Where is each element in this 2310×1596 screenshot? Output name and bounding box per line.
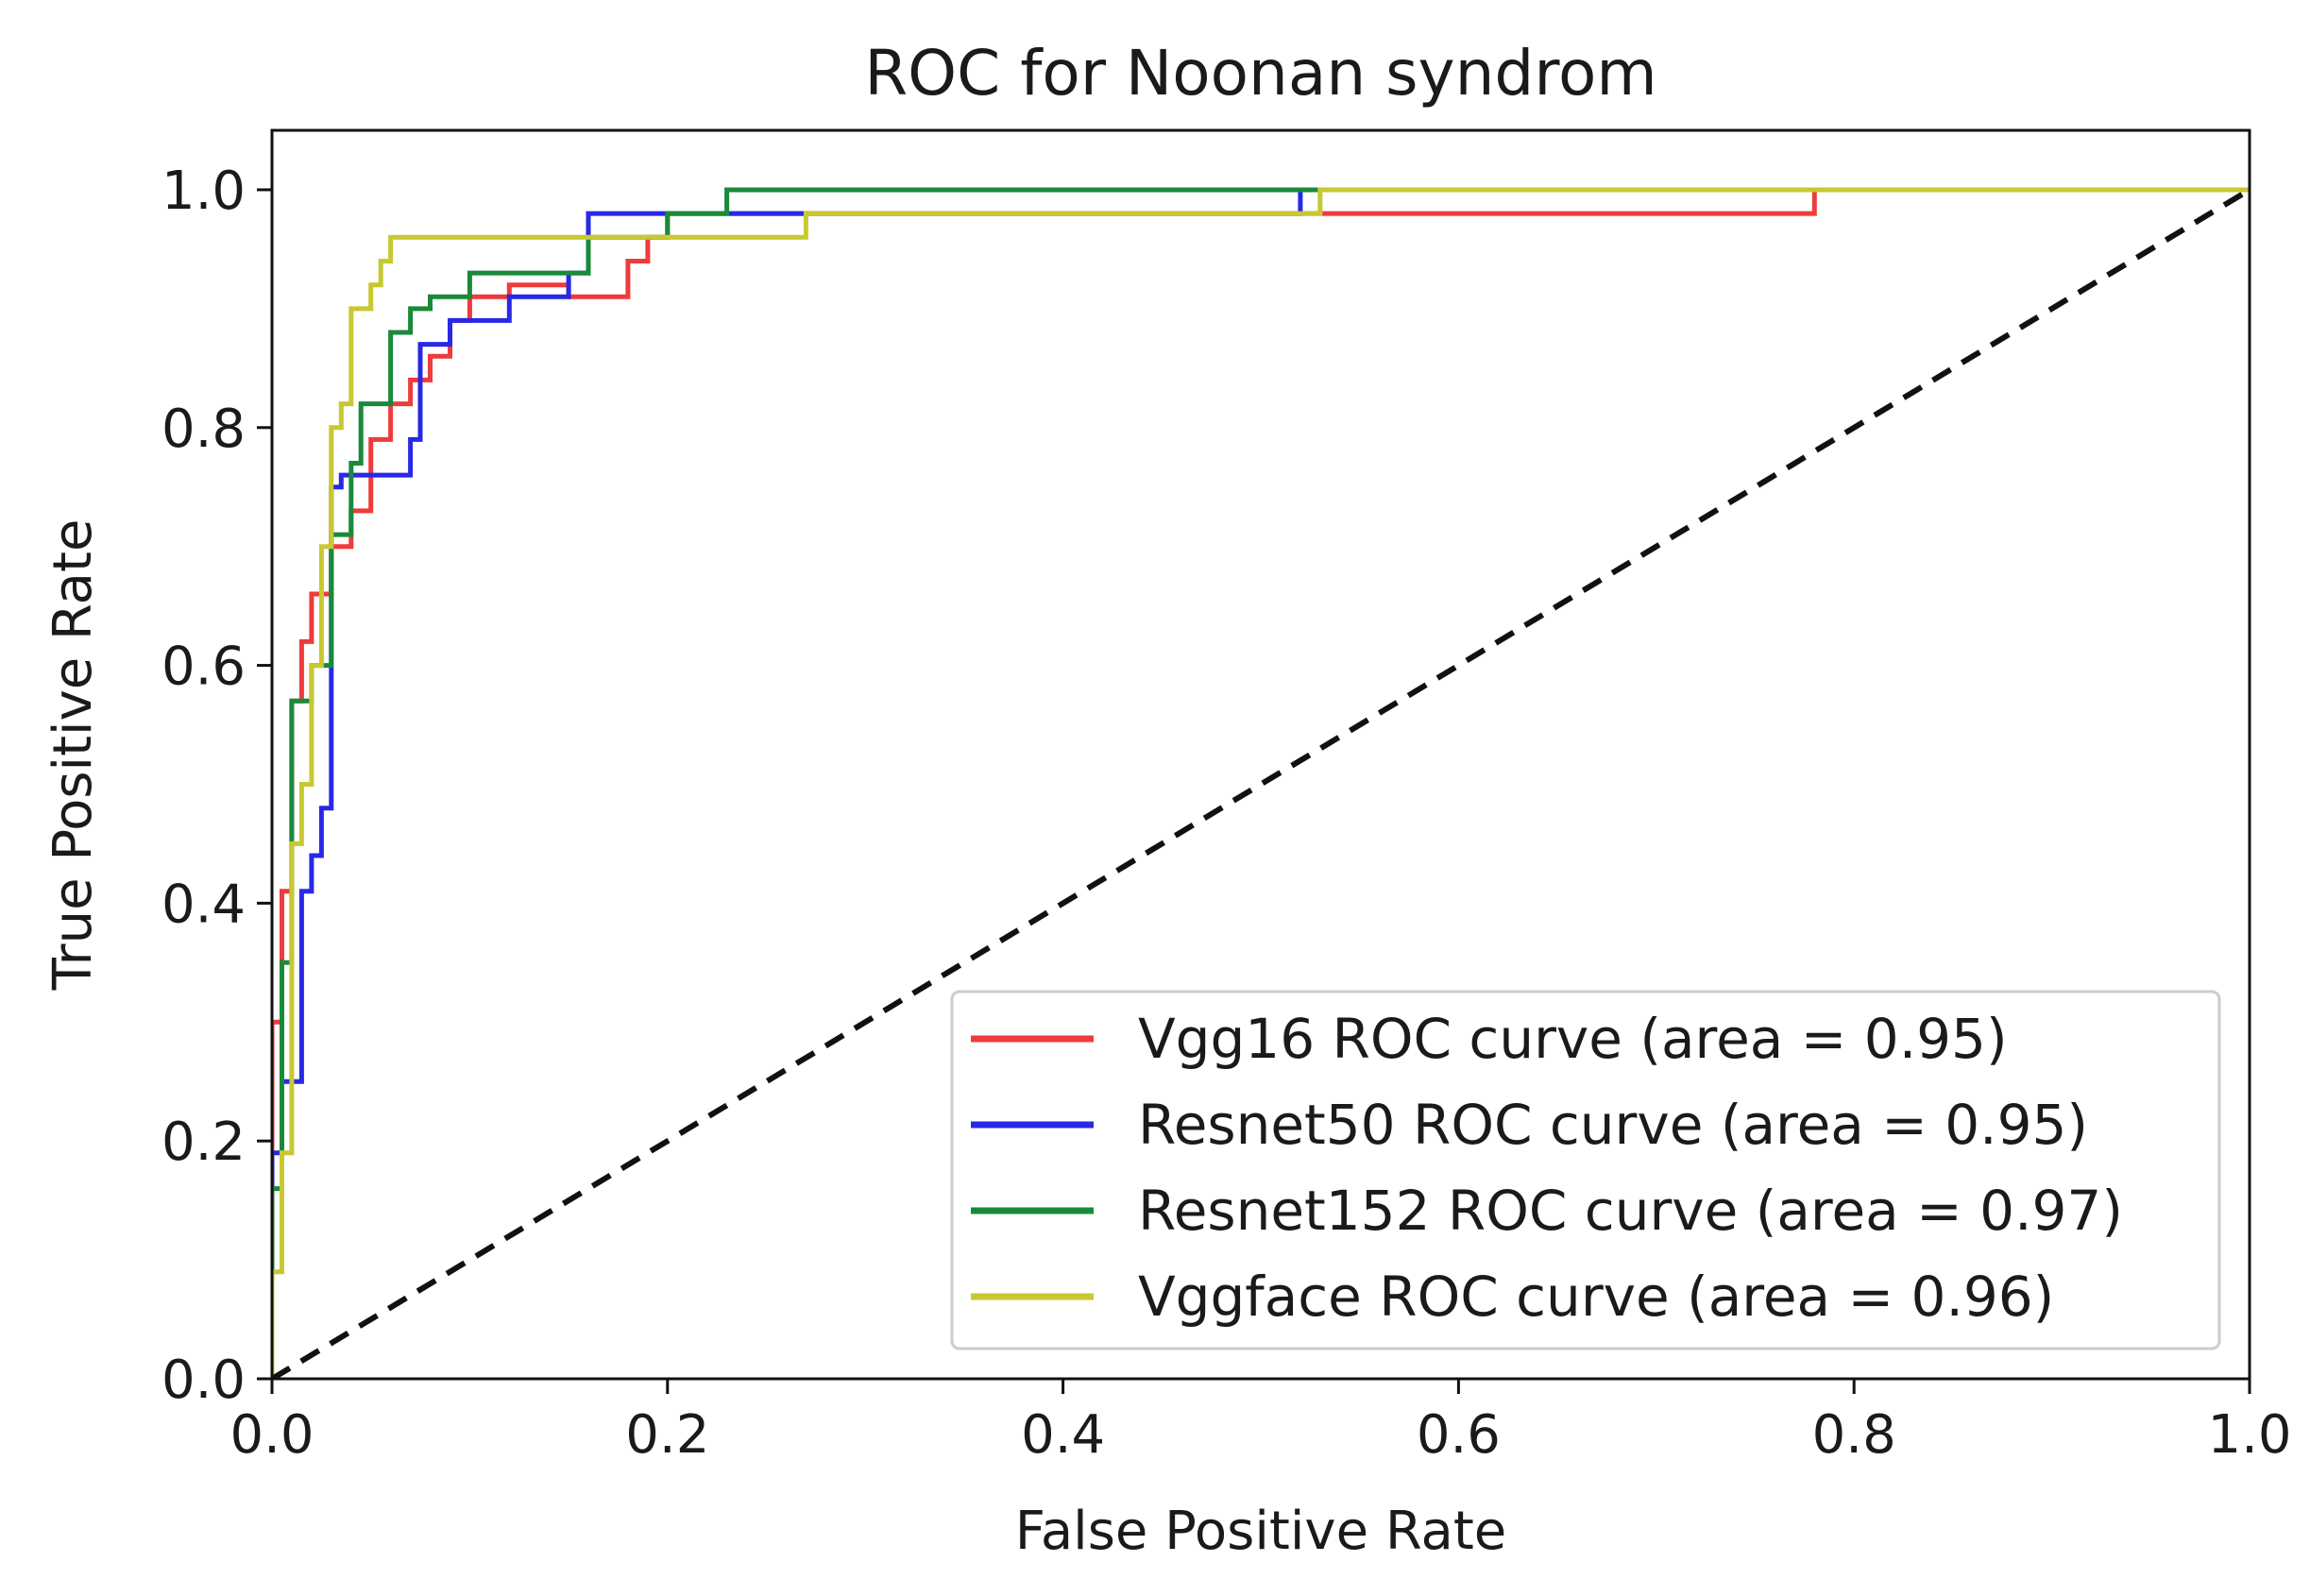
legend-box xyxy=(950,990,2221,1350)
plot-frame xyxy=(270,128,2251,1381)
y-axis: 0.0 0.2 0.4 0.6 0.8 1.0 xyxy=(161,161,272,1411)
legend-entries: Vgg16 ROC curve (area = 0.95) Resnet50 RO… xyxy=(971,1007,2123,1329)
x-tick-label: 0.6 xyxy=(1417,1404,1501,1466)
x-tick-label: 0.4 xyxy=(1021,1404,1105,1466)
legend-label: Resnet50 ROC curve (area = 0.95) xyxy=(1138,1093,2088,1157)
y-tick-label: 0.8 xyxy=(161,399,246,460)
x-axis: 0.0 0.2 0.4 0.6 0.8 1.0 xyxy=(229,1379,2292,1466)
legend-label: Resnet152 ROC curve (area = 0.97) xyxy=(1138,1179,2123,1243)
y-axis-label: True Positive Rate xyxy=(42,519,104,992)
x-tick-label: 0.0 xyxy=(229,1404,314,1466)
x-tick-label: 1.0 xyxy=(2207,1404,2291,1466)
x-tick-label: 0.8 xyxy=(1812,1404,1896,1466)
chart-title: ROC for Noonan syndrom xyxy=(864,37,1656,110)
chance-diagonal-line xyxy=(272,187,2250,1379)
legend: Vgg16 ROC curve (area = 0.95) Resnet50 RO… xyxy=(950,990,2221,1350)
y-tick-label: 0.6 xyxy=(161,637,246,698)
series-line-1 xyxy=(272,187,2250,1379)
series-layer xyxy=(272,187,2250,1379)
x-axis-label: False Positive Rate xyxy=(1015,1501,1506,1562)
series-line-3 xyxy=(272,187,2250,1379)
y-tick-label: 0.2 xyxy=(161,1112,246,1173)
legend-label: Vgg16 ROC curve (area = 0.95) xyxy=(1138,1007,2008,1071)
plot-area xyxy=(270,128,2251,1381)
x-tick-label: 0.2 xyxy=(625,1404,709,1466)
y-tick-label: 0.0 xyxy=(161,1350,246,1411)
legend-label: Vggface ROC curve (area = 0.96) xyxy=(1138,1265,2054,1329)
y-tick-label: 1.0 xyxy=(161,161,246,222)
y-tick-label: 0.4 xyxy=(161,874,246,935)
